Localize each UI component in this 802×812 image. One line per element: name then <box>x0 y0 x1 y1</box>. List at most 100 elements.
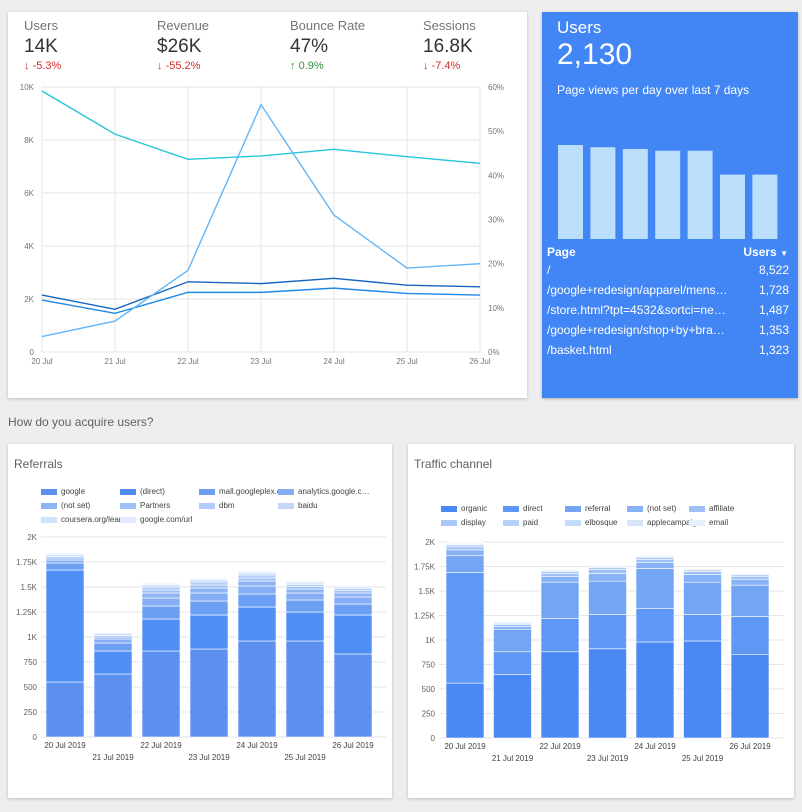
bar-segment[interactable] <box>93 638 133 644</box>
bar-segment[interactable] <box>635 641 675 739</box>
bar-segment[interactable] <box>93 631 133 633</box>
legend-item[interactable]: direct <box>503 504 543 513</box>
legend-item[interactable]: dbm <box>199 501 235 510</box>
bar-segment[interactable] <box>445 549 485 557</box>
legend-item[interactable]: (not set) <box>41 501 90 510</box>
legend-item[interactable]: coursera.org/lear… <box>41 515 129 524</box>
table-row[interactable]: / 8,522 <box>547 263 789 283</box>
pageviews-bar[interactable] <box>655 150 681 239</box>
bar-segment[interactable] <box>540 651 580 739</box>
bar-segment[interactable] <box>333 614 373 655</box>
bar-segment[interactable] <box>683 574 722 583</box>
bar-segment[interactable] <box>285 586 325 590</box>
bar-segment[interactable] <box>141 589 181 594</box>
bar-segment[interactable] <box>141 586 181 591</box>
series-line-4[interactable] <box>41 103 481 338</box>
bar-segment[interactable] <box>333 592 373 598</box>
legend-item[interactable]: Partners <box>120 501 170 510</box>
legend-item[interactable]: email <box>689 518 728 527</box>
bar-segment[interactable] <box>141 592 181 599</box>
bar-segment[interactable] <box>333 590 373 594</box>
bar-segment[interactable] <box>540 576 580 583</box>
pageviews-bar[interactable] <box>752 174 778 239</box>
bar-segment[interactable] <box>189 600 229 616</box>
bar-segment[interactable] <box>683 581 722 615</box>
bar-segment[interactable] <box>93 642 133 652</box>
legend-item[interactable]: google <box>41 487 85 496</box>
bar-segment[interactable] <box>45 681 85 738</box>
bar-segment[interactable] <box>237 640 277 738</box>
legend-item[interactable]: affiliate <box>689 504 734 513</box>
bar-segment[interactable] <box>445 555 485 573</box>
bar-segment[interactable] <box>237 585 277 595</box>
bar-segment[interactable] <box>141 618 181 652</box>
bar-segment[interactable] <box>540 573 580 577</box>
bar-segment[interactable] <box>588 648 627 739</box>
bar-segment[interactable] <box>93 650 133 675</box>
bar-segment[interactable] <box>730 584 770 617</box>
legend-item[interactable]: mall.googleplex.co… <box>199 487 293 496</box>
bar-segment[interactable] <box>333 653 373 738</box>
kpi-bounce-rate[interactable]: Bounce Rate 47% ↑ 0.9% <box>290 18 365 72</box>
bar-segment[interactable] <box>730 654 770 739</box>
bar-segment[interactable] <box>588 614 627 650</box>
bar-segment[interactable] <box>189 581 229 586</box>
bar-segment[interactable] <box>237 577 277 582</box>
bar-segment[interactable] <box>445 546 485 551</box>
series-line-2[interactable] <box>41 277 481 311</box>
col-header-users[interactable]: Users ▼ <box>743 245 788 259</box>
bar-segment[interactable] <box>635 568 675 609</box>
legend-item[interactable]: applecampaign <box>627 518 701 527</box>
bar-segment[interactable] <box>493 625 532 630</box>
kpi-revenue[interactable]: Revenue $26K ↓ -55.2% <box>157 18 209 72</box>
bar-segment[interactable] <box>45 569 85 683</box>
bar-segment[interactable] <box>189 614 229 650</box>
legend-item[interactable]: display <box>441 518 486 527</box>
table-row[interactable]: /google+redesign/apparel/mens… 1,728 <box>547 283 789 303</box>
bar-segment[interactable] <box>237 580 277 587</box>
bar-segment[interactable] <box>285 640 325 738</box>
pageviews-bar[interactable] <box>590 147 616 239</box>
pageviews-bar[interactable] <box>687 150 713 239</box>
legend-item[interactable]: (direct) <box>120 487 165 496</box>
bar-segment[interactable] <box>45 562 85 571</box>
bar-segment[interactable] <box>683 571 722 575</box>
bar-segment[interactable] <box>540 581 580 619</box>
bar-segment[interactable] <box>588 573 627 582</box>
bar-segment[interactable] <box>635 608 675 643</box>
bar-segment[interactable] <box>445 682 485 739</box>
bar-segment[interactable] <box>285 599 325 613</box>
bar-segment[interactable] <box>189 584 229 589</box>
bar-segment[interactable] <box>683 614 722 642</box>
bar-segment[interactable] <box>141 597 181 607</box>
bar-segment[interactable] <box>493 628 532 653</box>
pageviews-bar[interactable] <box>720 174 745 239</box>
bar-segment[interactable] <box>588 569 627 574</box>
col-header-page[interactable]: Page <box>547 245 576 259</box>
legend-item[interactable]: organic <box>441 504 487 513</box>
bar-segment[interactable] <box>540 618 580 653</box>
bar-segment[interactable] <box>237 593 277 608</box>
bar-segment[interactable] <box>237 606 277 642</box>
bar-segment[interactable] <box>285 588 325 594</box>
bar-segment[interactable] <box>493 674 532 739</box>
bar-segment[interactable] <box>141 605 181 620</box>
legend-item[interactable]: (not set) <box>627 504 676 513</box>
bar-segment[interactable] <box>333 603 373 616</box>
bar-segment[interactable] <box>189 648 229 738</box>
series-line-3[interactable] <box>41 287 481 315</box>
bar-segment[interactable] <box>189 587 229 594</box>
bar-segment[interactable] <box>237 574 277 579</box>
series-line-1[interactable] <box>41 90 481 165</box>
legend-item[interactable]: referral <box>565 504 610 513</box>
bar-segment[interactable] <box>730 576 770 580</box>
bar-segment[interactable] <box>237 570 277 573</box>
kpi-sessions[interactable]: Sessions 16.8K ↓ -7.4% <box>423 18 476 72</box>
legend-item[interactable]: elbosque <box>565 518 617 527</box>
bar-segment[interactable] <box>683 640 722 739</box>
bar-segment[interactable] <box>285 580 325 583</box>
bar-segment[interactable] <box>730 578 770 586</box>
pageviews-bar[interactable] <box>622 148 648 239</box>
legend-item[interactable]: google.com/url <box>120 515 192 524</box>
bar-segment[interactable] <box>285 611 325 642</box>
